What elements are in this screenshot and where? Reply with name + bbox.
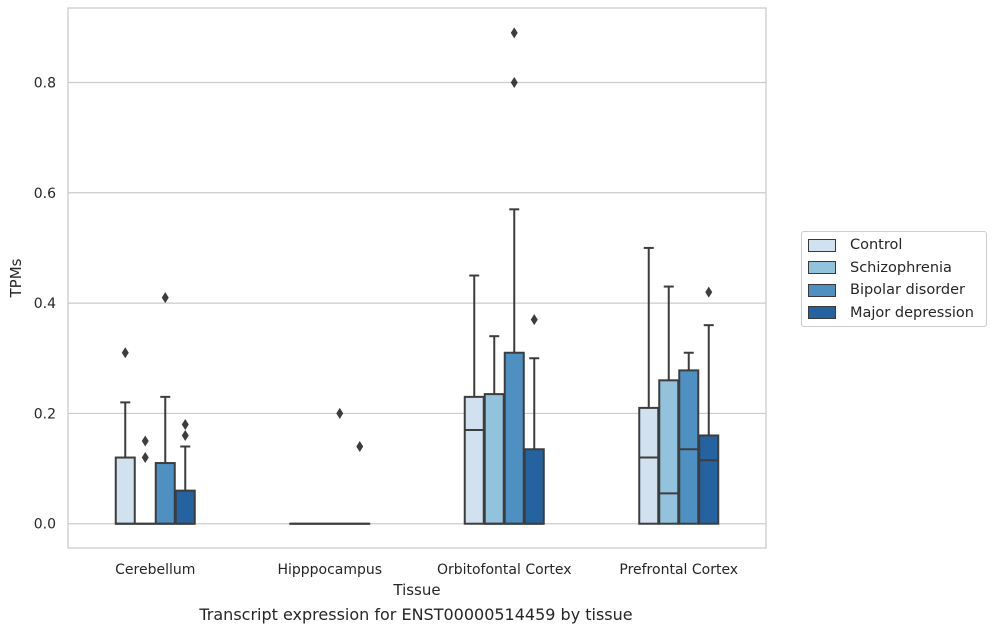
boxes: [114, 27, 720, 525]
box-group: [154, 292, 176, 525]
outlier-point: [181, 429, 189, 441]
x-tick-label: Cerebellum: [115, 562, 195, 578]
y-tick-label: 0.2: [34, 406, 56, 422]
outlier-point: [336, 407, 344, 419]
y-tick-labels: 0.0 0.2 0.4 0.6 0.8: [34, 75, 56, 532]
box: [483, 393, 505, 525]
box-group: [349, 441, 371, 525]
box: [503, 351, 525, 525]
outlier-point: [356, 441, 364, 453]
outlier-point: [181, 418, 189, 430]
x-tick-label: Hipppocampus: [277, 562, 382, 578]
x-tick-label: Orbitofontal Cortex: [437, 562, 572, 578]
box-group: [523, 314, 545, 525]
x-tick-labels: Cerebellum Hipppocampus Orbitofontal Corte…: [115, 562, 738, 578]
x-axis-label: Tissue: [392, 581, 440, 599]
box: [678, 369, 700, 525]
y-tick-label: 0.4: [34, 296, 56, 312]
legend-label: Control: [850, 237, 903, 253]
y-axis-label: TPMs: [7, 258, 25, 298]
box: [154, 462, 176, 525]
legend-swatch: [808, 283, 836, 297]
legend-item: Control: [808, 235, 902, 255]
legend-swatch: [808, 238, 836, 252]
outlier-point: [510, 27, 518, 39]
y-tick-label: 0.8: [34, 75, 56, 91]
box-group: [503, 27, 525, 525]
x-tick-label: Prefrontal Cortex: [619, 562, 738, 578]
box-group: [114, 347, 136, 525]
y-tick-label: 0.6: [34, 186, 56, 202]
legend-swatch: [808, 306, 836, 319]
chart-caption: Transcript expression for ENST0000051445…: [199, 605, 633, 624]
legend-item: Major depression: [808, 303, 974, 323]
box-group: [174, 418, 196, 525]
legend: Control Schizophrenia Bipolar disorder Majo…: [801, 231, 987, 327]
outlier-point: [705, 286, 713, 298]
legend-swatch: [808, 261, 836, 274]
box-group: [678, 351, 700, 525]
outlier-point: [530, 314, 538, 326]
box: [523, 448, 545, 525]
box-group: [329, 407, 351, 525]
legend-label: Bipolar disorder: [850, 282, 965, 298]
legend-label: Schizophrenia: [850, 259, 952, 276]
legend-item: Bipolar disorder: [808, 280, 965, 300]
y-tick-label: 0.0: [34, 517, 56, 533]
outlier-point: [161, 292, 169, 304]
box: [698, 434, 720, 525]
box-group: [698, 286, 720, 525]
box: [174, 489, 196, 525]
outlier-point: [121, 347, 129, 359]
outlier-point: [510, 76, 518, 88]
outlier-point: [141, 435, 149, 447]
legend-label: Major depression: [850, 304, 974, 321]
box: [658, 379, 680, 525]
outlier-point: [141, 452, 149, 464]
box: [638, 406, 660, 525]
box: [114, 456, 136, 525]
legend-item: Schizophrenia: [808, 258, 952, 278]
box: [463, 395, 485, 525]
